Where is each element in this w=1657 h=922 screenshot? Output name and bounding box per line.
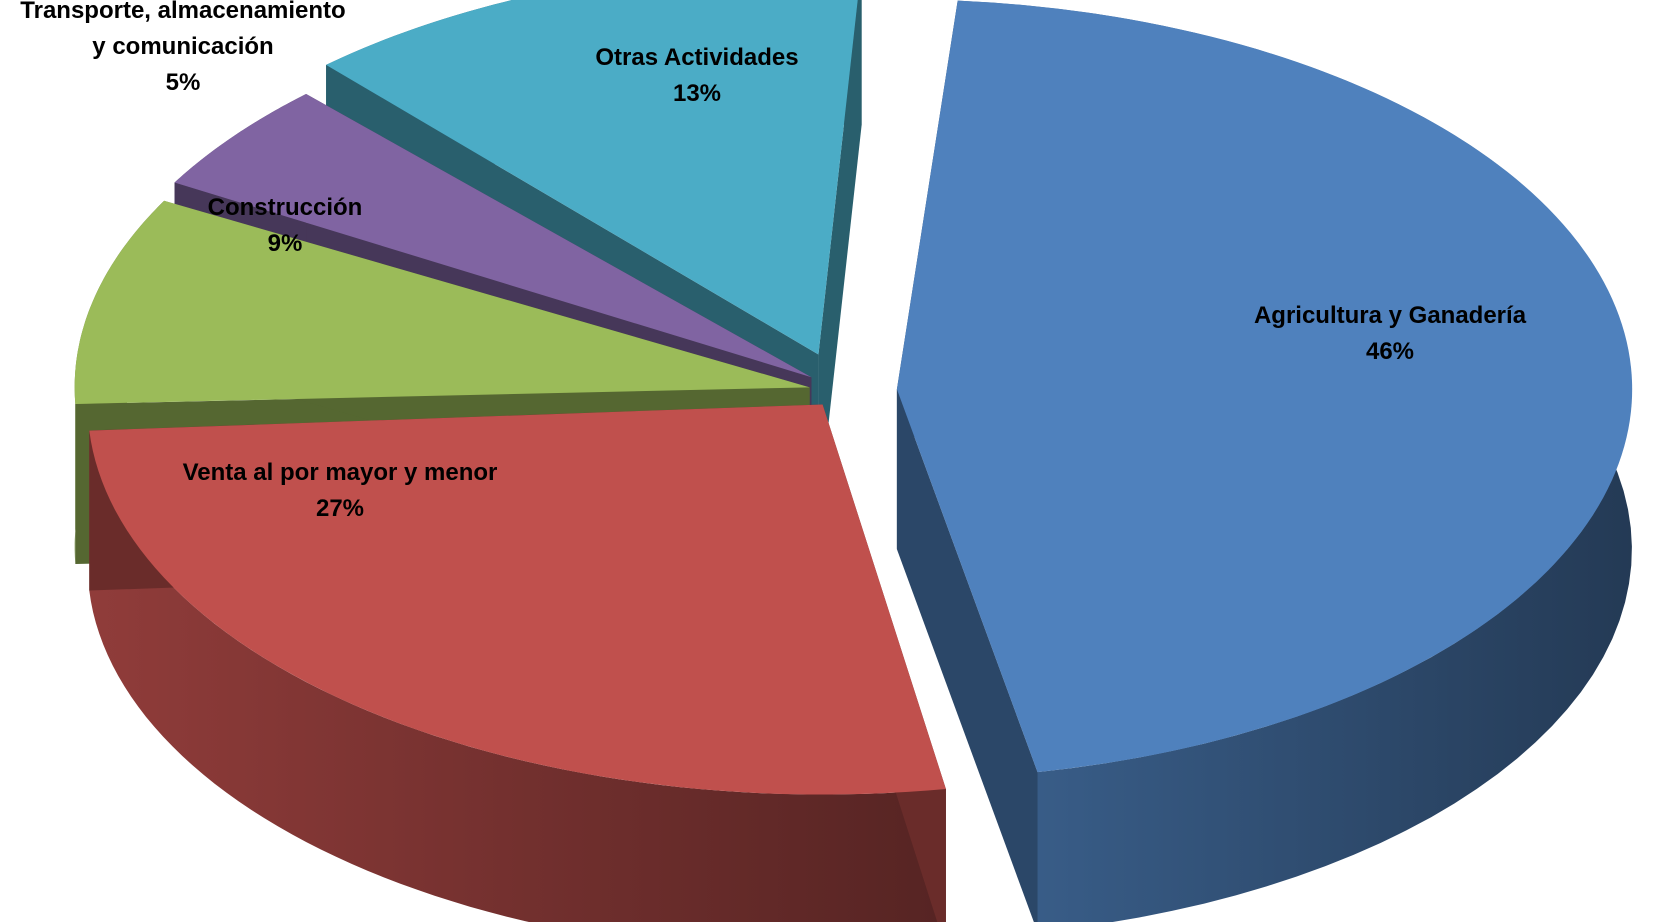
- pie-slice-2: [74, 200, 810, 404]
- pie-label-2: Construcción 9%: [208, 194, 363, 257]
- pie-slice-tops: [74, 0, 1633, 795]
- pie-slice-3: [174, 94, 812, 378]
- pie-label-4: Otras Actividades 13%: [595, 44, 798, 107]
- pie-slice-cut-0-1: [896, 389, 1038, 922]
- pie-slice-cut-4-1: [818, 0, 862, 515]
- pie-slice-4: [326, 0, 858, 355]
- pie-slice-side-1: [89, 430, 946, 922]
- pie-label-1: Venta al por mayor y menor 27%: [183, 459, 498, 522]
- pie-slice-1: [89, 404, 946, 795]
- pie-slice-0: [896, 0, 1633, 773]
- pie-data-labels: Agricultura y Ganadería 46% Venta al por m…: [20, 0, 1526, 522]
- pie-label-3: Transporte, almacenamiento y comunicación…: [20, 0, 345, 96]
- pie-label-0: Agricultura y Ganadería 46%: [1254, 302, 1527, 365]
